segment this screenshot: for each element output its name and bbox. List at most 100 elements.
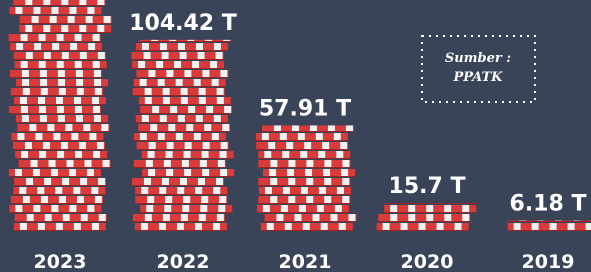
chip-stripe (103, 160, 110, 168)
chip-edge (139, 104, 231, 105)
chip-edge (384, 212, 476, 213)
chip-stripe (196, 115, 203, 123)
chip (385, 203, 477, 204)
chip-stripe (45, 214, 52, 222)
chip-stripe (220, 169, 227, 177)
chip-stripe (33, 7, 40, 15)
chip-stripe (210, 61, 217, 69)
chip-stripe (270, 196, 277, 204)
chip-edge (385, 203, 477, 204)
chip (15, 151, 107, 159)
chip-stripe (140, 79, 147, 87)
chip-stripe (43, 142, 50, 150)
chip-stripe (282, 151, 289, 159)
chip-stripe (444, 205, 451, 213)
chip-stripe (38, 223, 45, 231)
chip-stripe (51, 169, 58, 177)
chip-stripe (55, 187, 62, 195)
chip (134, 133, 226, 141)
chip-stripe (196, 43, 203, 51)
chip-stripe (198, 52, 205, 60)
chip-stripe (74, 223, 81, 231)
chip-stripe (31, 160, 38, 168)
chip-stripe (550, 223, 557, 231)
chip-stripe (88, 43, 95, 51)
chip-stripe (150, 124, 157, 132)
chip-stripe (166, 151, 173, 159)
chip-stripe (141, 223, 148, 231)
chip-stripe (294, 214, 301, 222)
chip-stripe (92, 223, 99, 231)
chip-stripe (27, 214, 34, 222)
chip (132, 52, 224, 60)
chip-stripe (87, 7, 94, 15)
chip-stripe (87, 205, 94, 213)
chip (378, 214, 470, 222)
chip-stripe (21, 61, 28, 69)
chip-stripe (144, 52, 151, 60)
chip-stripe (306, 160, 313, 168)
chip-stripe (40, 115, 47, 123)
chip-stripe (22, 79, 29, 87)
chip-stripe (140, 133, 147, 141)
chip-stripe (300, 151, 307, 159)
chip-stripe (75, 151, 82, 159)
chip (257, 205, 349, 213)
chip-stripe (168, 124, 175, 132)
chip-stripe (342, 196, 349, 204)
chip-stripe (26, 178, 33, 186)
chip-stripe (104, 16, 111, 24)
chip-edge (17, 131, 109, 132)
chip-stripe (216, 52, 223, 60)
chip-stripe (318, 151, 325, 159)
chip-stripe (462, 205, 469, 213)
chip-stripe (160, 43, 167, 51)
chip-stripe (426, 205, 433, 213)
chip-stripe (206, 106, 213, 114)
chip-stripe (44, 178, 51, 186)
chip-stripe (176, 79, 183, 87)
chip-stripe (334, 133, 341, 141)
chip-edge (132, 68, 224, 69)
chip (11, 196, 103, 204)
value-label: 104.42 T (129, 11, 237, 36)
chip-stripe (185, 142, 192, 150)
chip-stripe (198, 178, 205, 186)
chip-edge (10, 50, 102, 51)
chip (132, 178, 224, 186)
chip-edge (19, 167, 111, 168)
chip-edge (16, 122, 108, 123)
chip-stripe (22, 115, 29, 123)
chip-stripe (33, 169, 40, 177)
chip-stripe (312, 214, 319, 222)
chip (135, 187, 227, 195)
chip-stripe (317, 205, 324, 213)
chip-stripe (23, 88, 30, 96)
chip-stripe (162, 178, 169, 186)
chip-stripe (218, 205, 225, 213)
chip-stripe (57, 151, 64, 159)
chip-edge (132, 185, 224, 186)
chip-stripe (270, 178, 277, 186)
chip-stripe (32, 16, 39, 24)
chip-stripe (341, 169, 348, 177)
chip-stripe (339, 223, 346, 231)
chip-stripe (186, 124, 193, 132)
chip-edge (258, 167, 350, 168)
chip-stripe (162, 52, 169, 60)
chip-edge (261, 230, 353, 231)
chip-stripe (43, 25, 50, 33)
chip-stripe (98, 52, 105, 60)
chip-stripe (21, 151, 28, 159)
chip (136, 43, 228, 51)
chip-stripe (263, 205, 270, 213)
chip-edge (15, 68, 107, 69)
chip-stripe (180, 52, 187, 60)
chip-edge (142, 158, 234, 159)
chip (263, 169, 355, 177)
chip-stripe (97, 142, 104, 150)
chip-stripe (21, 34, 28, 42)
chip-edge (10, 77, 102, 78)
chip-stripe (89, 133, 96, 141)
chip-stripe (57, 61, 64, 69)
